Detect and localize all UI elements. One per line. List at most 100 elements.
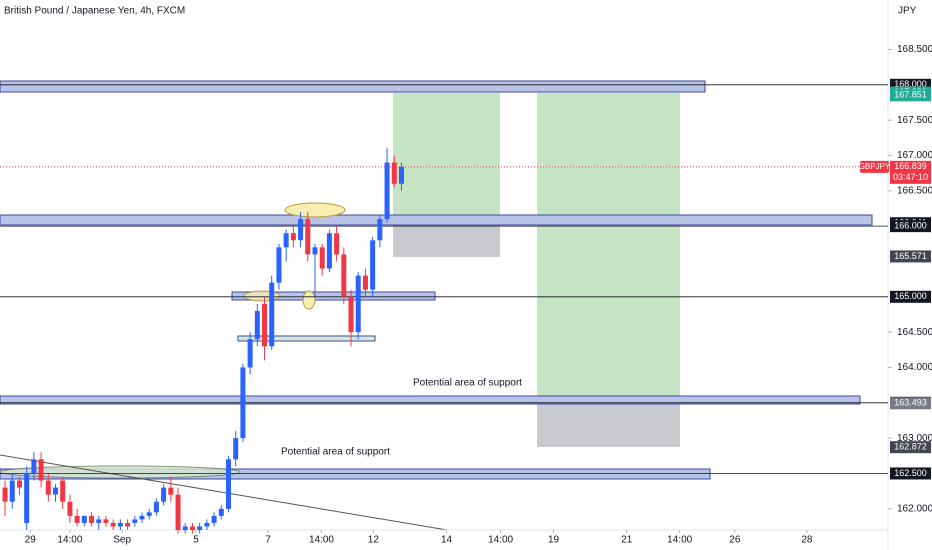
candle-body — [370, 240, 376, 290]
highlight — [0, 465, 241, 479]
candle-body — [283, 233, 289, 248]
candle-body — [233, 438, 239, 460]
x-tick-label: 5 — [193, 535, 199, 546]
zone — [231, 291, 436, 301]
candle-body — [89, 515, 95, 523]
candle-body — [254, 310, 260, 340]
price-label: 167.851 — [894, 90, 927, 100]
candle-body — [110, 522, 116, 527]
y-tick-label: 162.000 — [897, 503, 932, 514]
trendline — [0, 454, 448, 531]
candle-body — [362, 275, 368, 290]
profit-zone — [537, 93, 680, 402]
loss-zone — [393, 224, 500, 257]
candle-body — [16, 480, 22, 488]
highlight — [243, 290, 281, 302]
x-tick-label: 14 — [441, 535, 453, 546]
x-tick-label: 29 — [25, 535, 37, 546]
price-label-box — [890, 220, 931, 233]
candle-body — [74, 515, 80, 523]
last-price-box — [890, 160, 931, 184]
symbol-box — [860, 160, 889, 173]
candle-body — [218, 508, 224, 516]
candle-body — [341, 254, 347, 297]
price-label-box — [890, 441, 931, 454]
candle-body — [168, 487, 174, 495]
loss-zone — [537, 402, 680, 447]
profit-zone — [393, 93, 500, 224]
candle-body — [298, 219, 304, 241]
candle-body — [60, 480, 66, 502]
candle-body — [247, 339, 253, 368]
highlight — [302, 290, 316, 310]
y-tick-label: 168.500 — [897, 44, 932, 55]
candle-body — [276, 247, 282, 283]
candle-body — [31, 459, 37, 474]
candle-body — [53, 487, 58, 495]
candle-body — [211, 515, 217, 523]
price-label: 162.500 — [894, 468, 927, 478]
candle-body — [348, 296, 354, 333]
zone — [0, 468, 711, 480]
candle-body — [2, 487, 8, 502]
candle-body — [9, 480, 15, 502]
x-tick-label: 19 — [548, 535, 560, 546]
price-label: 168.000 — [894, 79, 927, 89]
chart-title: British Pound / Japanese Yen, 4h, FXCM — [4, 6, 185, 17]
drawings — [0, 0, 889, 550]
y-tick-label: 167.000 — [897, 150, 932, 161]
candle-body — [240, 367, 246, 439]
x-tick-label: 14:00 — [57, 535, 82, 546]
x-tick-label: 7 — [265, 535, 271, 546]
price-label: 166.000 — [894, 221, 927, 231]
annotation: Potential area of support — [281, 447, 390, 458]
candle-body — [103, 519, 109, 523]
candle-body — [125, 522, 131, 527]
price-label: 165.571 — [894, 251, 927, 261]
y-tick-label: 166.500 — [897, 185, 932, 196]
candle-body — [146, 512, 152, 516]
candle-body — [305, 219, 311, 255]
candle-body — [45, 480, 51, 495]
countdown: 03:47:10 — [893, 172, 928, 182]
zone — [0, 395, 861, 405]
candle-body — [204, 522, 210, 527]
price-label: 165.000 — [894, 291, 927, 301]
candle-body — [81, 515, 87, 523]
last-price: 166.839 — [894, 161, 927, 171]
candle-body — [290, 233, 296, 241]
y-tick-label: 167.500 — [897, 115, 932, 126]
zone — [0, 80, 706, 93]
candle-body — [225, 459, 231, 509]
candle-body — [269, 282, 275, 347]
candle-body — [96, 519, 102, 523]
candle-body — [319, 247, 325, 269]
x-tick-label: 28 — [801, 535, 813, 546]
y-tick-label: 164.000 — [897, 362, 932, 373]
price-label-box — [890, 397, 931, 410]
candle-body — [175, 494, 181, 530]
candle-body — [132, 519, 138, 523]
y-tick-label: 163.000 — [897, 433, 932, 444]
x-tick-label: 21 — [621, 535, 633, 546]
candle-body — [38, 459, 44, 481]
annotation: Potential area of support — [413, 378, 522, 389]
price-label: 162.872 — [894, 442, 927, 452]
candle-body — [67, 501, 73, 516]
y-tick-label: 164.500 — [897, 327, 932, 338]
candle-body — [24, 473, 30, 523]
candle-body — [326, 233, 332, 269]
price-label-box — [890, 89, 931, 102]
candle-body — [153, 501, 159, 513]
candle-body — [334, 233, 340, 255]
candle-body — [384, 162, 390, 220]
candle-body — [262, 303, 268, 347]
x-tick-label: 12 — [368, 535, 380, 546]
candle-body — [197, 526, 203, 530]
x-tick-label: Sep — [113, 535, 131, 546]
candle-body — [391, 162, 397, 184]
candle-body — [161, 487, 167, 502]
highlight — [284, 202, 346, 218]
x-tick-label: 14:00 — [488, 535, 513, 546]
